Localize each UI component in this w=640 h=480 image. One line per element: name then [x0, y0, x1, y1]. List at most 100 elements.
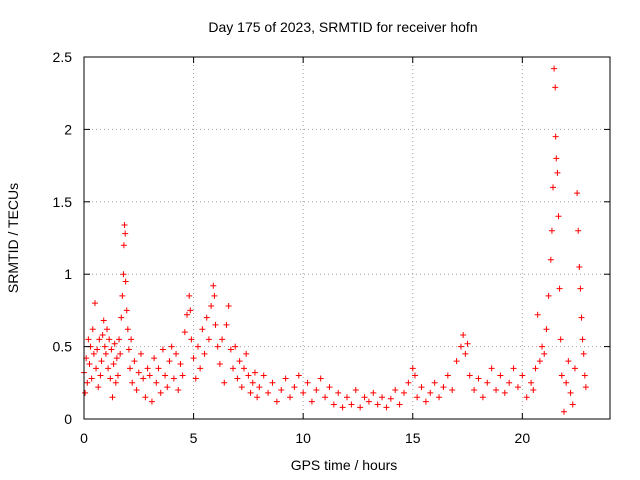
data-point [232, 343, 239, 350]
data-point [576, 263, 583, 270]
data-point [287, 394, 294, 401]
data-point [95, 384, 102, 391]
data-point [148, 398, 155, 405]
y-tick-label: 0 [64, 411, 72, 427]
data-point [194, 343, 201, 350]
data-point [471, 387, 478, 394]
data-point [249, 379, 256, 386]
data-point [519, 372, 526, 379]
data-point [532, 365, 539, 372]
data-point [365, 398, 372, 405]
data-point [374, 401, 381, 408]
data-point [344, 394, 350, 401]
data-point [571, 365, 578, 372]
data-point [339, 404, 346, 411]
data-point [409, 365, 416, 372]
data-point [151, 355, 158, 362]
data-point [106, 336, 113, 343]
data-point [245, 372, 252, 379]
data-point [453, 358, 460, 365]
data-point [211, 292, 218, 299]
data-point [123, 307, 130, 314]
data-point [122, 230, 129, 237]
data-point [104, 326, 111, 333]
data-point [581, 372, 588, 379]
y-tick-label: 1 [64, 266, 72, 282]
data-point [387, 395, 394, 402]
data-point [91, 300, 98, 307]
data-point [97, 372, 104, 379]
data-point [116, 336, 123, 343]
data-point [173, 350, 180, 357]
data-point [223, 321, 230, 328]
data-point [444, 372, 451, 379]
data-point [580, 350, 587, 357]
data-point [184, 311, 191, 318]
data-point [170, 375, 177, 382]
data-point [552, 84, 559, 91]
data-point [175, 387, 182, 394]
data-point [199, 326, 206, 333]
chart-title: Day 175 of 2023, SRMTID for receiver hof… [208, 19, 477, 35]
data-point [322, 394, 329, 401]
data-point [247, 389, 254, 396]
data-point [212, 321, 219, 328]
data-point [330, 401, 337, 408]
data-point [556, 285, 563, 292]
data-point [208, 303, 215, 310]
data-point [108, 346, 115, 353]
data-point [278, 387, 285, 394]
data-point [405, 379, 412, 386]
data-point [210, 282, 217, 289]
data-point [120, 242, 127, 249]
data-point [181, 329, 188, 336]
data-point [563, 379, 570, 386]
data-point [475, 375, 482, 382]
data-point [273, 398, 280, 405]
data-point [94, 346, 101, 353]
data-point [190, 355, 197, 362]
data-point [243, 350, 250, 357]
grid [84, 57, 610, 419]
data-point [122, 278, 129, 285]
data-point [234, 375, 241, 382]
data-point [579, 336, 586, 343]
data-point [251, 369, 258, 376]
data-point [534, 311, 541, 318]
data-point [575, 227, 582, 234]
data-point [427, 389, 434, 396]
data-point [352, 387, 359, 394]
data-point [153, 379, 160, 386]
x-tick-label: 10 [295, 430, 311, 446]
data-point [86, 360, 93, 367]
data-point [383, 404, 390, 411]
data-point [422, 398, 429, 405]
data-point [201, 350, 208, 357]
data-point [400, 389, 407, 396]
data-point [221, 379, 228, 386]
data-point [361, 394, 368, 401]
data-points [81, 65, 589, 415]
data-point [501, 389, 508, 396]
data-point [133, 387, 140, 394]
data-point [127, 365, 134, 372]
data-point [216, 360, 223, 367]
data-point [560, 408, 567, 415]
data-point [129, 379, 136, 386]
data-point [565, 358, 572, 365]
data-point [466, 372, 473, 379]
data-point [219, 336, 226, 343]
data-point [523, 394, 530, 401]
data-point [528, 379, 535, 386]
data-point [102, 350, 109, 357]
data-point [304, 379, 311, 386]
data-point [101, 343, 108, 350]
axis-ticks: 0 5 10 15 20 0 0.5 1 1.5 2 2.5 [53, 49, 610, 446]
data-point [550, 184, 557, 191]
y-tick-label: 2 [64, 121, 72, 137]
data-point [168, 343, 175, 350]
x-axis-label: GPS time / hours [291, 457, 398, 473]
data-point [541, 350, 548, 357]
plot-frame [83, 56, 611, 420]
